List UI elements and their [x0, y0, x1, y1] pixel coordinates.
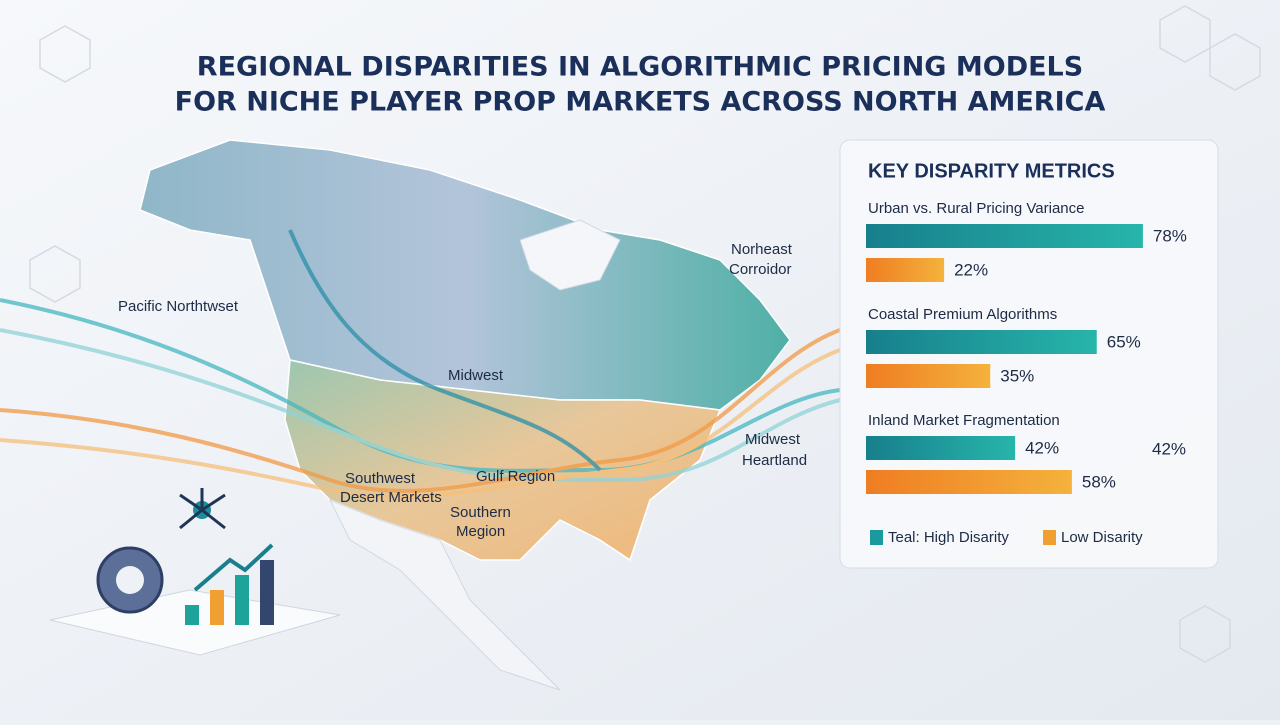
map-label: Gulf Region	[476, 468, 555, 485]
map-label: Southwest	[345, 470, 416, 487]
hudson-bay	[519, 219, 621, 291]
legend-swatch	[1043, 530, 1056, 545]
bar	[866, 364, 991, 388]
value-label: 65%	[1107, 332, 1141, 351]
map-labels: Pacific Northtwset Norheast Corroidor Midwe…	[118, 241, 807, 540]
flow-lines	[0, 229, 841, 499]
bar	[866, 258, 945, 282]
map-label: Pacific Northtwset	[118, 298, 239, 315]
legend-label: Low Disarity	[1061, 529, 1143, 546]
legend-label: Teal: High Disarity	[888, 529, 1009, 546]
hex-decor	[29, 5, 1261, 663]
value-label: 35%	[1000, 366, 1034, 385]
map-label: Corroidor	[729, 261, 792, 278]
bar	[866, 470, 1072, 494]
category-label: Coastal Premium Algorithms	[868, 306, 1057, 323]
value-label: 42%	[1025, 438, 1059, 457]
mexico	[328, 499, 561, 691]
map	[0, 139, 841, 691]
map-label: Megion	[456, 523, 505, 540]
bar	[866, 436, 1016, 460]
map-label: Midwest	[745, 431, 801, 448]
map-label: Southern	[450, 504, 511, 521]
value-label: 58%	[1082, 472, 1116, 491]
category-label: Urban vs. Rural Pricing Variance	[868, 200, 1084, 217]
value-label: 42%	[1152, 439, 1186, 458]
value-label: 78%	[1153, 226, 1187, 245]
bar	[866, 224, 1143, 248]
map-label: Desert Markets	[340, 489, 442, 506]
legend-swatch	[870, 530, 883, 545]
panel-title: KEY DISPARITY METRICS	[868, 160, 1115, 182]
map-label: Norheast	[731, 241, 793, 258]
bar	[866, 330, 1097, 354]
title-line: FOR NICHE PLAYER PROP MARKETS ACROSS NOR…	[175, 87, 1106, 118]
value-label: 22%	[954, 260, 988, 279]
bar-chart: Urban vs. Rural Pricing Variance 78% 22% Co…	[866, 200, 1187, 546]
map-label: Heartland	[742, 452, 807, 469]
title-line: REGIONAL DISPARITIES IN ALGORITHMIC PRIC…	[197, 52, 1083, 83]
canada	[139, 139, 791, 411]
tech-icons	[49, 488, 341, 656]
category-label: Inland Market Fragmentation	[868, 412, 1060, 429]
map-label: Midwest	[448, 367, 504, 384]
